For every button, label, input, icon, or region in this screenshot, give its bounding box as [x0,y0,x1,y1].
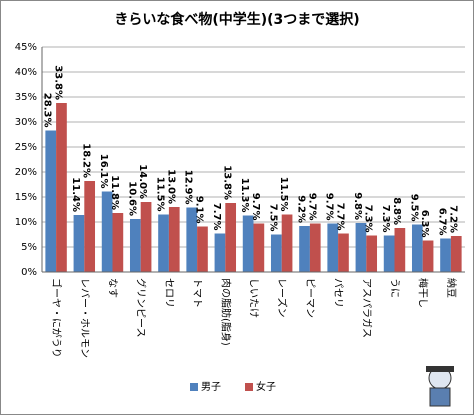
bar [366,235,378,272]
y-tick-label: 35% [15,92,37,103]
value-label: 33.8% [52,65,63,100]
bar [338,233,349,272]
value-label: 14.0% [137,164,148,199]
bar [253,223,265,272]
value-label: 7.5% [267,204,278,232]
value-label: 9.7% [250,193,261,221]
x-tick-label: なす [107,278,119,298]
bar [327,223,339,272]
legend-label: 女子 [256,380,276,393]
legend-swatch [190,383,198,391]
value-label: 6.3% [419,210,430,238]
legend-label: 男子 [201,381,221,393]
bar [112,213,124,272]
bar [84,181,96,272]
value-label: 11.5% [278,177,289,212]
x-tick-label: 納豆 [445,278,458,298]
x-tick-label: ピーマン [304,278,316,318]
bar [411,224,423,272]
value-label: 7.3% [363,205,374,233]
bar [355,223,367,272]
y-tick-label: 15% [15,192,37,203]
value-label: 28.3% [42,93,53,128]
y-tick-label: 25% [15,142,37,153]
value-label: 9.2% [296,195,307,223]
y-tick-label: 10% [15,217,37,228]
bar [45,130,57,272]
y-tick-label: 20% [15,167,37,178]
x-tick-label: トマト [191,278,202,308]
x-tick-label: セロリ [163,278,175,308]
bar [309,223,321,272]
value-label: 9.7% [324,193,335,221]
bar [225,203,237,272]
value-label: 7.3% [380,205,391,233]
bar [450,236,462,272]
x-tick-label: レバー・ホルモン [78,278,90,358]
value-label: 9.5% [408,194,419,222]
bar [73,215,85,272]
bar [129,219,141,272]
bar [440,238,451,272]
bar [270,234,282,272]
x-tick-label: グリンピース [135,278,148,338]
value-label: 7.7% [211,203,222,231]
bar [197,226,208,272]
bar [168,207,180,272]
bar [281,214,293,272]
x-tick-label: しいたけ [248,278,260,318]
bar [140,202,152,272]
x-tick-label: レーズン [276,278,289,318]
x-tick-label: 肉の脂肪(脂身) [219,278,232,346]
value-label: 12.9% [183,170,194,205]
value-label: 13.0% [165,169,176,204]
value-label: 11.8% [109,175,120,210]
value-label: 9.1% [193,196,204,224]
x-tick-label: うに [389,278,401,298]
x-tick-label: ゴーヤ・にがうり [50,278,63,358]
bar [186,207,198,272]
bar [394,228,406,272]
value-label: 11.5% [155,177,166,212]
bar [242,215,254,272]
y-tick-label: 40% [15,67,37,78]
value-label: 13.8% [222,165,233,200]
value-label: 9.8% [352,192,363,220]
y-tick-label: 45% [15,42,37,53]
x-tick-label: 梅干し [417,278,430,308]
bar [158,214,169,272]
chart-title: きらいな食べ物(中学生)(3つまで選択) [114,11,359,28]
bar [101,191,113,272]
value-label: 18.2% [81,143,92,178]
value-label: 11.4% [70,177,81,212]
bar [56,103,67,272]
bar [383,235,395,272]
y-tick-label: 30% [15,117,37,128]
legend-swatch [245,383,253,391]
y-tick-label: 5% [21,242,37,253]
y-tick-label: 0% [21,267,37,278]
x-tick-label: パセリ [332,278,344,308]
value-label: 7.2% [447,205,458,233]
x-tick-label: アスパラガス [360,278,372,338]
bar [214,233,226,272]
value-label: 11.3% [239,178,250,213]
value-label: 10.6% [126,181,137,216]
mascot [426,366,454,407]
value-label: 7.7% [334,203,345,231]
value-label: 9.7% [306,193,317,221]
bar [422,240,434,272]
value-label: 8.8% [391,197,402,225]
bar [299,226,310,272]
value-label: 6.7% [437,208,448,236]
value-label: 16.1% [98,154,109,189]
